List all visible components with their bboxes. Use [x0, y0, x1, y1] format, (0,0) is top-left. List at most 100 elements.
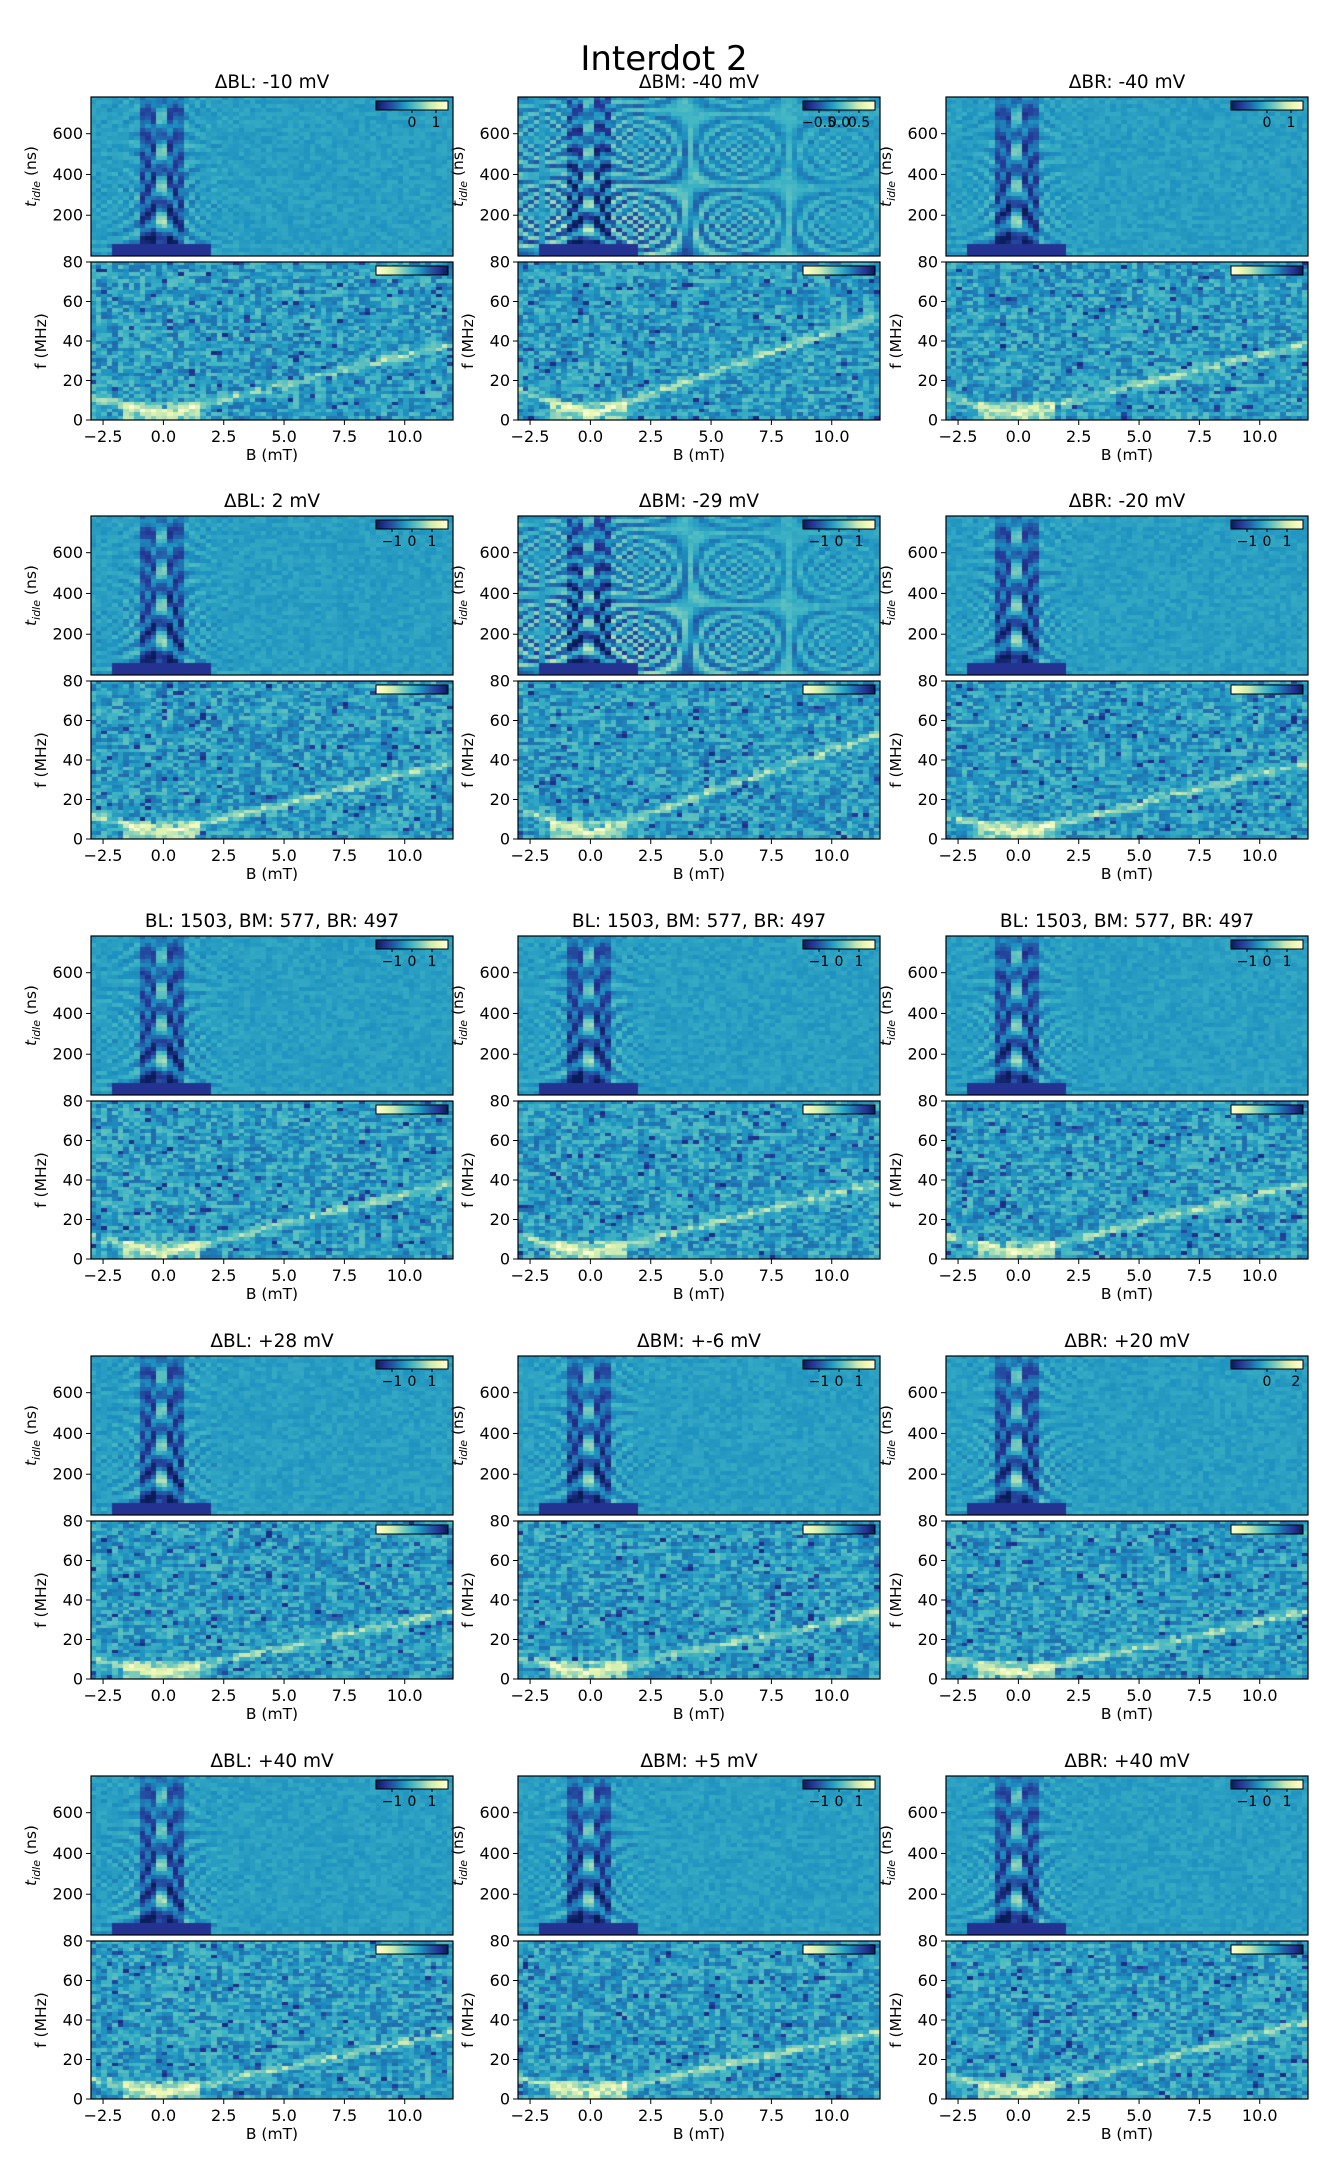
- xtick-label: 7.5: [759, 846, 784, 865]
- xtick-label: 5.0: [271, 427, 296, 446]
- ytick-label: 80: [918, 672, 938, 691]
- ytick-label: 400: [907, 1424, 938, 1443]
- bottom-axes: 0 20 40 60 80 f (MHz) −2.5 0.0 2.5 5.0 7.5 10.0 B (m…: [459, 672, 881, 883]
- ylabel-sub: idle: [885, 1020, 898, 1040]
- ytick-label: 0: [73, 411, 83, 430]
- cbar-tick-label: 1: [428, 1374, 437, 1390]
- heatmap-top: [518, 936, 880, 1095]
- ylabel-unit: (ns): [449, 146, 467, 181]
- colorbar-top: [803, 101, 875, 110]
- cbar-tick-label: 0: [1263, 954, 1272, 970]
- ytick-label: 400: [479, 165, 510, 184]
- xlabel: B (mT): [673, 865, 725, 883]
- cbar-tick-label: −1: [809, 1794, 830, 1810]
- colorbar-frame: [802, 1104, 876, 1115]
- ytick-label: 40: [63, 1591, 83, 1610]
- heatmap-bottom: [518, 681, 880, 839]
- colorbar-top: [1231, 940, 1303, 949]
- axes-frame: [945, 515, 1309, 676]
- ylabel-sub: idle: [885, 600, 898, 620]
- ylabel-freq: f (MHz): [32, 1992, 50, 2048]
- xtick-label: 5.0: [1126, 427, 1151, 446]
- xlabel: B (mT): [1101, 446, 1153, 464]
- colorbar-frame: [375, 1104, 449, 1115]
- colorbar-frame: [1230, 684, 1304, 695]
- ylabel-sub: idle: [30, 1020, 43, 1040]
- panel-title: ΔBM: -40 mV: [639, 72, 760, 93]
- cbar-tick-label: 0: [835, 1794, 844, 1810]
- xtick-label: 2.5: [638, 1266, 663, 1285]
- ytick-label: 80: [63, 1512, 83, 1531]
- ylabel-main: t: [449, 1459, 467, 1466]
- ytick-label: 60: [490, 1551, 510, 1570]
- colorbar-bottom: [803, 1525, 875, 1534]
- xtick-label: 0.0: [151, 1686, 176, 1705]
- ytick-label: 40: [918, 751, 938, 770]
- cbar-tick-label: 0: [408, 534, 417, 550]
- top-axes: 200 400 600 tidle (ns) −0.50.00.5: [449, 96, 881, 257]
- ylabel-unit: (ns): [22, 1825, 40, 1860]
- xlabel: B (mT): [1101, 865, 1153, 883]
- cbar-tick-label: 0: [408, 1374, 417, 1390]
- heatmap-bottom: [91, 1941, 453, 2099]
- ylabel-unit: (ns): [449, 985, 467, 1020]
- ytick-label: 60: [63, 1131, 83, 1150]
- colorbar-top: [1231, 101, 1303, 110]
- colorbar-top: [376, 1780, 448, 1789]
- colorbar-bottom: [376, 1525, 448, 1534]
- top-axes: 200 400 600 tidle (ns) −1 0 1: [22, 935, 454, 1096]
- heatmap-bottom: [91, 1521, 453, 1679]
- bottom-axes: 0 20 40 60 80 f (MHz) −2.5 0.0 2.5 5.0 7.5 10.0 B (m…: [32, 1512, 454, 1723]
- ylabel-sub: idle: [457, 1860, 470, 1880]
- xtick-label: 5.0: [1126, 1266, 1151, 1285]
- panel-8: BL: 1503, BM: 577, BR: 497200400600tidle…: [877, 911, 1309, 1303]
- xtick-label: 7.5: [332, 427, 357, 446]
- ylabel-tidle: tidle (ns): [877, 985, 898, 1046]
- ytick-label: 0: [500, 1250, 510, 1269]
- ytick-label: 600: [52, 1803, 83, 1822]
- xlabel: B (mT): [246, 865, 298, 883]
- ylabel-main: t: [22, 619, 40, 626]
- xtick-label: 2.5: [638, 427, 663, 446]
- xtick-label: 5.0: [271, 2106, 296, 2125]
- heatmap-top: [946, 1776, 1308, 1935]
- ytick-label: 0: [73, 1670, 83, 1689]
- ytick-label: 40: [490, 1591, 510, 1610]
- ylabel-sub: idle: [885, 1440, 898, 1460]
- xtick-label: −2.5: [84, 427, 123, 446]
- top-axes: 200 400 600 tidle (ns) −1 0 1: [877, 935, 1309, 1096]
- ylabel-tidle: tidle (ns): [449, 1825, 470, 1886]
- colorbar-frame: [802, 1944, 876, 1955]
- ylabel-main: t: [22, 1039, 40, 1046]
- xtick-label: 2.5: [211, 1686, 236, 1705]
- ytick-label: 0: [928, 411, 938, 430]
- bottom-axes: 0 20 40 60 80 f (MHz) −2.5 0.0 2.5 5.0 7.5 10.0 B (m…: [32, 1092, 454, 1303]
- xtick-label: 2.5: [638, 2106, 663, 2125]
- xtick-label: 10.0: [387, 2106, 423, 2125]
- ylabel-freq: f (MHz): [887, 732, 905, 788]
- top-axes: 200 400 600 tidle (ns) −1 0 1: [22, 1775, 454, 1936]
- ytick-label: 20: [918, 1210, 938, 1229]
- ytick-label: 20: [63, 790, 83, 809]
- ylabel-sub: idle: [30, 1440, 43, 1460]
- cbar-tick-label: 1: [855, 1794, 864, 1810]
- ytick-label: 40: [63, 1171, 83, 1190]
- axes-frame: [945, 96, 1309, 257]
- ytick-label: 80: [63, 253, 83, 272]
- xlabel: B (mT): [673, 2125, 725, 2143]
- cbar-tick-label: −1: [809, 954, 830, 970]
- cbar-tick-label: 1: [855, 534, 864, 550]
- ylabel-freq: f (MHz): [887, 1572, 905, 1628]
- ytick-label: 400: [907, 1004, 938, 1023]
- top-axes: 200 400 600 tidle (ns) −1 0 1: [449, 515, 881, 676]
- xtick-label: 7.5: [332, 1266, 357, 1285]
- heatmap-bottom: [946, 1941, 1308, 2099]
- bottom-axes: 0 20 40 60 80 f (MHz) −2.5 0.0 2.5 5.0 7.5 10.0 B (m…: [887, 1092, 1309, 1303]
